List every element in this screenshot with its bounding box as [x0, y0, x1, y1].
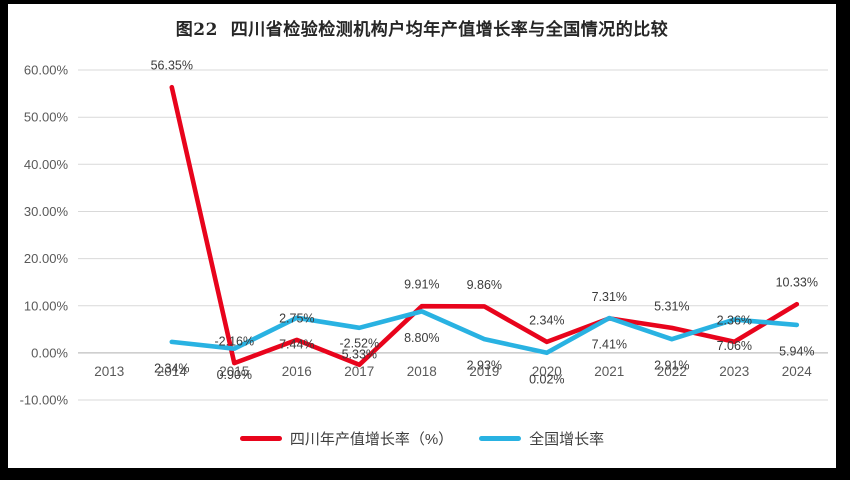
legend-item-sichuan: 四川年产值增长率（%） — [239, 428, 454, 449]
data-label-sichuan: 56.35% — [151, 59, 193, 73]
data-label-sichuan: -2.16% — [214, 335, 254, 349]
chart-canvas: 图22 四川省检验检测机构户均年产值增长率与全国情况的比较 60.00% 50.0… — [8, 4, 836, 468]
legend: 四川年产值增长率（%） 全国增长率 — [8, 428, 836, 448]
x-tick-label: 2022 — [657, 364, 687, 379]
data-label-sichuan: 2.75% — [279, 311, 314, 325]
plot-area: 60.00% 50.00% 40.00% 30.00% 20.00% 10.00% 0.00… — [20, 59, 828, 408]
x-tick-label: 2023 — [719, 364, 749, 379]
y-tick-label: 60.00% — [24, 63, 69, 78]
x-tick-label: 2014 — [157, 364, 188, 379]
legend-label-national: 全国增长率 — [529, 430, 605, 448]
data-label-sichuan: 2.34% — [529, 313, 564, 327]
data-label-national: 8.80% — [404, 331, 439, 345]
legend-item-national: 全国增长率 — [479, 428, 604, 449]
x-tick-label: 2019 — [469, 364, 499, 379]
data-label-sichuan: 7.31% — [592, 290, 627, 304]
chart-title: 图22 四川省检验检测机构户均年产值增长率与全国情况的比较 — [175, 20, 669, 40]
data-label-national: 0.02% — [529, 372, 564, 386]
data-label-national: 7.44% — [279, 337, 314, 351]
data-label-national: 2.91% — [654, 359, 689, 373]
data-label-sichuan: 10.33% — [776, 276, 818, 290]
y-tick-label: 20.00% — [24, 251, 69, 266]
data-label-sichuan: 5.31% — [654, 299, 689, 313]
data-label-sichuan: 9.91% — [404, 278, 439, 292]
data-label-national: 0.90% — [217, 368, 252, 382]
data-label-national: 2.93% — [467, 359, 502, 373]
x-tick-label: 2015 — [219, 364, 249, 379]
y-tick-label: -10.00% — [20, 393, 69, 408]
series-line-national — [169, 309, 800, 356]
x-tick-label: 2024 — [782, 364, 813, 379]
legend-line-swatch-sichuan — [239, 435, 282, 441]
y-tick-label: 50.00% — [24, 110, 69, 125]
x-tick-label: 2017 — [344, 364, 374, 379]
data-label-sichuan: 2.36% — [717, 313, 752, 327]
data-label-national: 2.34% — [154, 361, 189, 375]
y-tick-label: 10.00% — [24, 298, 69, 313]
y-tick-label: 0.00% — [31, 345, 68, 360]
legend-line-swatch-national — [479, 435, 522, 441]
y-tick-label: 30.00% — [24, 204, 69, 219]
legend-label-sichuan: 四川年产值增长率（%） — [289, 430, 454, 448]
data-label-national: 5.94% — [779, 344, 814, 358]
data-label-sichuan: -2.52% — [339, 336, 379, 350]
data-label-national: 7.41% — [592, 338, 627, 352]
x-tick-label: 2013 — [94, 364, 124, 379]
data-label-national: 5.33% — [342, 347, 377, 361]
data-label-sichuan: 9.86% — [467, 278, 502, 292]
series-line-sichuan — [169, 84, 800, 368]
x-tick-label: 2020 — [532, 364, 562, 379]
data-label-national: 7.06% — [717, 339, 752, 353]
x-tick-label: 2018 — [407, 364, 437, 379]
x-tick-label: 2016 — [282, 364, 312, 379]
x-tick-label: 2021 — [594, 364, 624, 379]
y-tick-label: 40.00% — [24, 157, 69, 172]
